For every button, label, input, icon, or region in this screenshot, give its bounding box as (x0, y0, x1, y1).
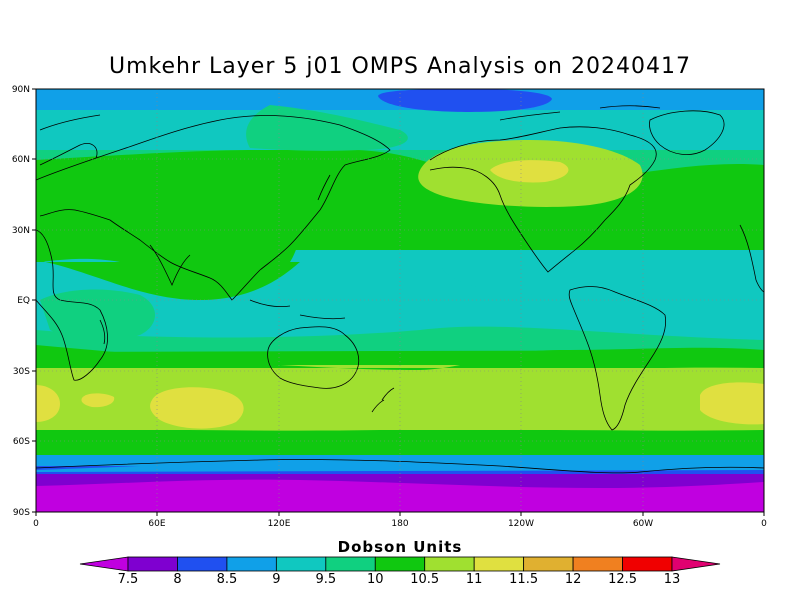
west-edge-high (36, 385, 60, 422)
colorbar-tick-label: 13 (664, 572, 681, 587)
colorbar-segment (622, 556, 673, 572)
coast-greenland (649, 110, 725, 155)
map-title: Umkehr Layer 5 j01 OMPS Analysis on 2024… (109, 54, 691, 79)
colorbar-segment (473, 556, 525, 572)
colorbar-segment (226, 556, 277, 572)
colorbar: Dobson Units 7.5 8 8.5 9 9.5 10 10.5 11 11.5 12 12… (79, 538, 721, 587)
lon-label: 60E (148, 519, 165, 529)
colorbar-segment (127, 556, 178, 572)
lat-label: 60S (13, 437, 30, 447)
gridlines (36, 89, 764, 512)
na-yellow-core (490, 160, 569, 183)
colorbar-segment (79, 556, 129, 572)
coast-eurasia (36, 115, 391, 301)
colorbar-segment (671, 556, 721, 572)
colorbar-tick-label: 7.5 (118, 572, 139, 587)
colorbar-segment (177, 556, 228, 572)
lat-label: 30N (12, 226, 30, 236)
colorbar-tick-label: 9 (272, 572, 280, 587)
coast-se-asia (249, 299, 346, 320)
frame-ticks (32, 88, 765, 516)
north-pole-low (378, 89, 552, 112)
coast-north-america (429, 126, 657, 273)
colorbar-title: Dobson Units (338, 538, 463, 556)
lat-label: 90S (13, 508, 30, 518)
coastlines (36, 105, 764, 474)
colorbar-tick-label: 12 (565, 572, 582, 587)
tropic-aqua-pool (40, 289, 155, 341)
lon-label: 60W (633, 519, 653, 529)
indian-ocean-high (150, 387, 244, 429)
colorbar-segment (424, 556, 475, 572)
tropic-aqua-band (36, 326, 764, 352)
south-65-wave (36, 460, 764, 472)
coast-africa-east (739, 224, 764, 293)
coast-arctic (39, 105, 661, 131)
lon-label: 180 (391, 519, 408, 529)
colorbar-segment (572, 556, 623, 572)
longitude-labels: 0 60E 120E 180 120W 60W 0 (33, 519, 767, 529)
south-atlantic-high (700, 382, 764, 425)
colorbar-tick-label: 10.5 (410, 572, 439, 587)
coast-australia (267, 326, 360, 389)
colorbar-tick-label: 8.5 (217, 572, 238, 587)
south-green-wave (36, 345, 764, 370)
latitude-labels: 90N 60N 30N EQ 30S 60S 90S (12, 85, 30, 518)
lat-label: 60N (12, 155, 30, 165)
coast-south-america (568, 286, 667, 431)
coast-japan (317, 174, 331, 201)
colorbar-tick-label: 11.5 (509, 572, 538, 587)
coast-africa (36, 229, 108, 381)
coast-madagascar (99, 319, 106, 345)
colorbar-tick-label: 9.5 (315, 572, 336, 587)
south-small-high (81, 393, 115, 408)
lon-label: 120W (508, 519, 534, 529)
colorbar-tick-label: 12.5 (608, 572, 637, 587)
tropic-green-bulge-west (36, 150, 301, 270)
colorbar-segments (79, 556, 721, 572)
coast-antarctica (36, 459, 764, 474)
coast-nz (371, 387, 395, 413)
lon-label: 0 (33, 519, 39, 529)
colorbar-segment (523, 556, 574, 572)
colorbar-segment (374, 556, 426, 572)
lat-label: EQ (17, 296, 30, 306)
south-polar-core (36, 479, 764, 512)
lon-label: 0 (761, 519, 767, 529)
lat-label: 30S (13, 367, 30, 377)
colorbar-tick-label: 10 (367, 572, 384, 587)
lat-label: 90N (12, 85, 30, 95)
colorbar-tick-label: 8 (173, 572, 181, 587)
colorbar-segment (275, 556, 327, 572)
coast-india (149, 244, 191, 287)
lon-label: 120E (268, 519, 291, 529)
colorbar-tick-labels: 7.5 8 8.5 9 9.5 10 10.5 11 11.5 12 12.5 13 (118, 572, 681, 587)
colorbar-segment (325, 556, 376, 572)
tropic-green-extension (36, 260, 300, 300)
colorbar-tick-label: 11 (466, 572, 483, 587)
